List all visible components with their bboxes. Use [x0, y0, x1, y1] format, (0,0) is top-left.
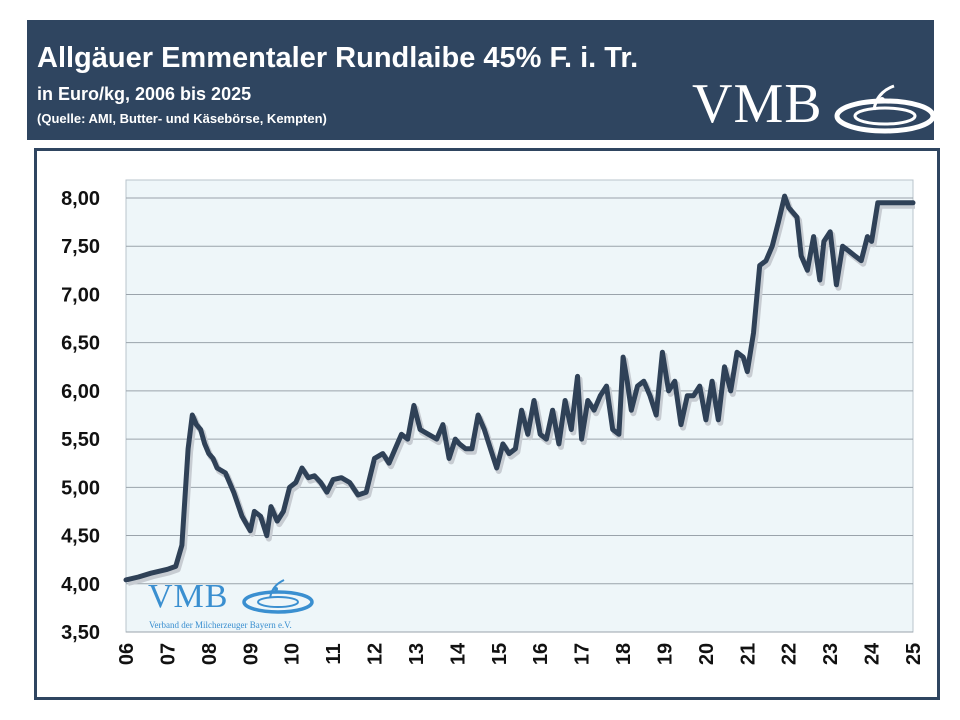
chart-title: Allgäuer Emmentaler Rundlaibe 45% F. i. …: [37, 42, 639, 74]
chart-frame: [34, 148, 940, 700]
x-axis-ticks: 06 07 08 09 10 11 12 13 14 15 16 17 18 19 20 21 22 23 24 25: [116, 642, 925, 665]
y-tick-label: 6,50: [61, 333, 100, 355]
x-tick-label: 09: [240, 643, 262, 665]
series-line: [123, 193, 916, 583]
y-tick-label: 7,50: [61, 236, 100, 258]
y-tick-label: 5,00: [61, 477, 100, 499]
plot-area: [125, 179, 914, 633]
watermark-swirl-icon: [242, 579, 314, 614]
vmb-watermark: VMB Verband der Milcherzeuger Bayern e.V…: [148, 578, 328, 632]
x-tick-label: 06: [116, 643, 138, 665]
y-tick-label: 5,50: [61, 429, 100, 451]
x-tick-label: 12: [365, 643, 387, 665]
x-tick-label: 19: [654, 643, 676, 665]
x-tick-label: 25: [903, 643, 925, 665]
x-tick-label: 17: [572, 643, 594, 665]
chart-subtitle: in Euro/kg, 2006 bis 2025: [37, 84, 252, 104]
y-tick-label: 4,50: [61, 526, 100, 548]
vmb-swirl-icon: [834, 84, 936, 134]
x-tick-label: 22: [779, 643, 801, 665]
chart-header: Allgäuer Emmentaler Rundlaibe 45% F. i. …: [27, 20, 936, 140]
watermark-logo-text: VMB: [148, 578, 229, 615]
y-tick-label: 8,00: [61, 188, 100, 210]
x-tick-label: 15: [489, 643, 511, 665]
y-tick-label: 7,00: [61, 284, 100, 306]
vmb-logo-text: VMB: [692, 73, 823, 135]
y-axis-ticks: 3,50 4,00 4,50 5,00 5,50 6,00 6,50 7,00 7,50 8,00: [61, 188, 100, 644]
x-tick-label: 21: [737, 643, 759, 665]
x-tick-label: 23: [820, 643, 842, 665]
x-tick-label: 08: [199, 643, 221, 665]
x-tick-label: 10: [282, 643, 304, 665]
watermark-org-name: Verband der Milcherzeuger Bayern e.V.: [149, 620, 292, 630]
x-tick-label: 13: [406, 643, 428, 665]
x-tick-label: 11: [323, 643, 345, 664]
vmb-logo: VMB: [692, 73, 936, 140]
y-tick-label: 4,00: [61, 574, 100, 596]
series-group: [123, 193, 916, 586]
x-tick-label: 07: [157, 643, 179, 665]
y-tick-label: 3,50: [61, 622, 100, 644]
x-tick-label: 18: [613, 643, 635, 665]
y-tick-label: 6,00: [61, 381, 100, 403]
x-tick-label: 14: [447, 642, 469, 665]
x-tick-label: 16: [530, 643, 552, 665]
x-tick-label: 20: [696, 643, 718, 665]
chart-source: (Quelle: AMI, Butter- und Käsebörse, Kem…: [37, 111, 327, 126]
x-tick-label: 24: [862, 642, 884, 665]
